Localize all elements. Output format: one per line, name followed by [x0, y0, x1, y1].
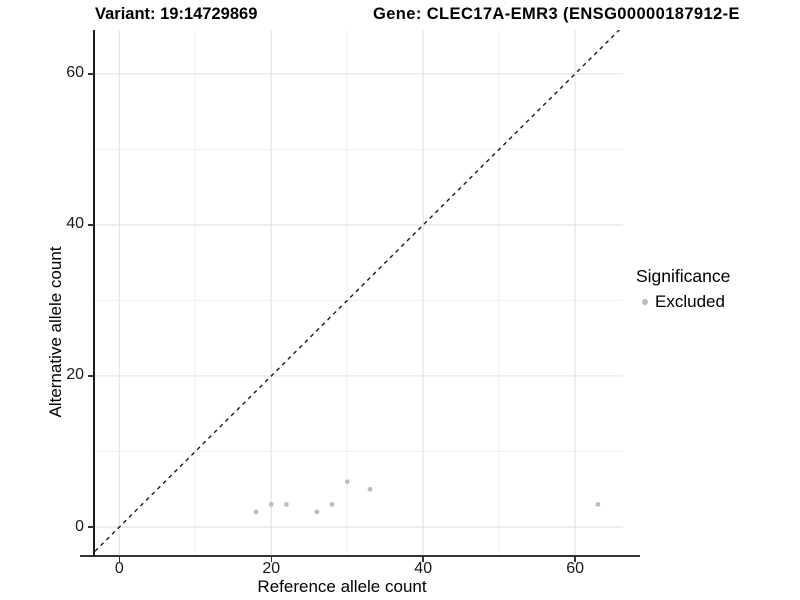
y-tick-label: 0 — [75, 517, 84, 535]
plot-title-variant: Variant: 19:14729869 — [95, 5, 258, 23]
data-point — [344, 479, 350, 485]
y-tick-label: 60 — [66, 64, 84, 82]
y-tick-mark — [88, 224, 94, 226]
y-tick-mark — [88, 526, 94, 528]
legend-title: Significance — [636, 266, 731, 286]
legend: Significance Excluded — [636, 266, 730, 312]
y-axis-line — [93, 30, 95, 557]
identity-line — [95, 30, 620, 552]
legend-item-excluded: Excluded — [636, 292, 730, 312]
y-axis-title: Alternative allele count — [46, 246, 65, 418]
data-point — [367, 486, 373, 492]
x-tick-label: 20 — [262, 560, 281, 577]
data-point — [329, 501, 335, 507]
data-point — [314, 509, 320, 515]
x-tick-mark — [270, 556, 272, 562]
x-tick-label: 40 — [414, 560, 433, 577]
plot-title-gene: Gene: CLEC17A-EMR3 (ENSG00000187912-E — [373, 5, 740, 23]
data-point — [595, 501, 601, 507]
scatter-plot-canvas — [95, 30, 623, 555]
data-point — [284, 501, 289, 507]
y-tick-mark — [88, 73, 94, 75]
plot-panel — [95, 30, 623, 555]
legend-point-icon — [642, 299, 648, 305]
x-axis-line — [80, 555, 640, 557]
x-tick-mark — [118, 556, 121, 562]
data-point — [268, 501, 274, 507]
y-tick-label: 20 — [66, 366, 84, 384]
x-axis-title: Reference allele count — [257, 577, 427, 596]
x-tick-mark — [422, 556, 424, 562]
x-tick-label: 0 — [114, 560, 124, 577]
y-tick-mark — [88, 375, 94, 377]
data-point — [253, 509, 259, 515]
x-tick-label: 60 — [566, 560, 585, 577]
x-tick-mark — [574, 556, 576, 562]
legend-item-label: Excluded — [655, 292, 725, 311]
y-tick-label: 40 — [66, 215, 84, 233]
